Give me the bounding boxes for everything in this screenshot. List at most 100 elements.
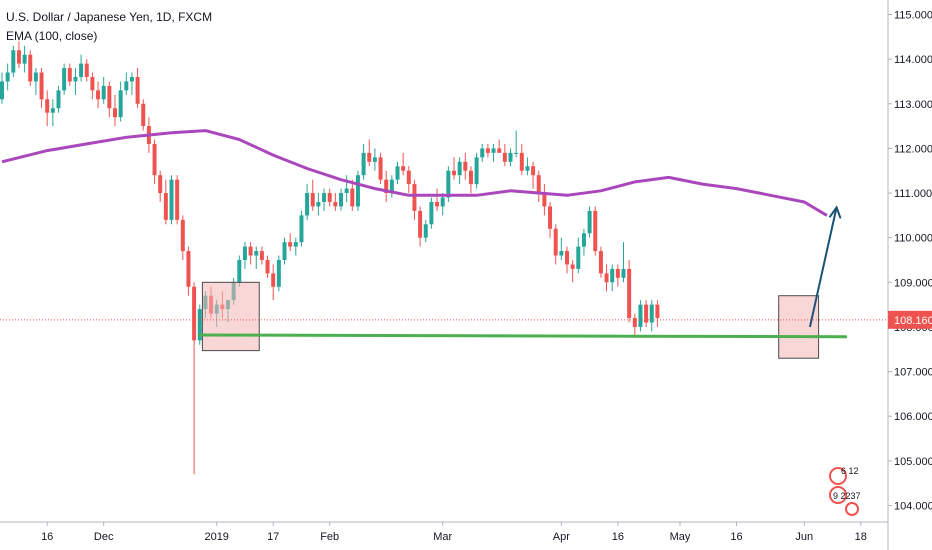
- candle[interactable]: [485, 143, 490, 158]
- candle[interactable]: [67, 63, 72, 86]
- candle[interactable]: [101, 76, 106, 104]
- candle[interactable]: [395, 161, 400, 185]
- candle[interactable]: [581, 228, 586, 256]
- candle[interactable]: [299, 210, 304, 247]
- candle[interactable]: [50, 99, 55, 127]
- candle[interactable]: [16, 41, 21, 69]
- candle[interactable]: [468, 166, 473, 194]
- candle[interactable]: [242, 242, 247, 269]
- candle[interactable]: [113, 94, 117, 127]
- candle[interactable]: [412, 179, 417, 220]
- candle[interactable]: [463, 152, 468, 180]
- projection-arrow[interactable]: [808, 207, 838, 328]
- candle[interactable]: [0, 72, 4, 104]
- candle[interactable]: [355, 170, 360, 211]
- highlight-box[interactable]: [201, 281, 260, 352]
- candle[interactable]: [129, 72, 134, 95]
- candle[interactable]: [565, 246, 569, 274]
- candle[interactable]: [508, 148, 513, 167]
- candle[interactable]: [33, 68, 38, 95]
- candle[interactable]: [135, 68, 140, 109]
- candle[interactable]: [536, 170, 541, 202]
- candle[interactable]: [491, 143, 496, 162]
- candle[interactable]: [378, 152, 383, 185]
- candle[interactable]: [197, 304, 202, 345]
- candle[interactable]: [118, 81, 123, 122]
- candle[interactable]: [22, 45, 27, 73]
- candle[interactable]: [435, 188, 440, 211]
- candle[interactable]: [293, 237, 298, 256]
- candle[interactable]: [559, 237, 564, 260]
- candle[interactable]: [621, 242, 626, 283]
- candle[interactable]: [457, 157, 462, 185]
- candle[interactable]: [649, 300, 654, 332]
- price-axis[interactable]: 115.000 114.000 113.000 112.000 111.000 110.0…: [887, 0, 932, 550]
- candle[interactable]: [423, 219, 428, 243]
- candle[interactable]: [367, 139, 372, 167]
- candle[interactable]: [418, 206, 423, 247]
- candle[interactable]: [384, 170, 389, 202]
- candle[interactable]: [141, 99, 146, 131]
- candle[interactable]: [163, 179, 168, 225]
- candle[interactable]: [107, 81, 112, 118]
- candle[interactable]: [480, 143, 485, 162]
- candle[interactable]: [632, 313, 637, 336]
- candle[interactable]: [310, 179, 315, 211]
- candle[interactable]: [525, 157, 530, 176]
- candle[interactable]: [316, 193, 321, 216]
- candle[interactable]: [124, 72, 129, 95]
- candle[interactable]: [497, 139, 502, 153]
- candle[interactable]: [28, 50, 33, 86]
- candle[interactable]: [548, 201, 553, 238]
- candle[interactable]: [514, 130, 519, 158]
- candle[interactable]: [638, 300, 643, 332]
- candle[interactable]: [62, 63, 67, 95]
- candle[interactable]: [452, 157, 456, 180]
- candle[interactable]: [587, 206, 592, 238]
- candle[interactable]: [271, 264, 276, 301]
- candle[interactable]: [361, 143, 366, 180]
- candle[interactable]: [344, 175, 349, 202]
- candle[interactable]: [5, 63, 10, 91]
- candle[interactable]: [169, 175, 174, 225]
- candle[interactable]: [604, 264, 609, 292]
- candle[interactable]: [259, 246, 264, 265]
- candle[interactable]: [288, 233, 293, 252]
- candle[interactable]: [276, 255, 281, 292]
- candle[interactable]: [39, 68, 44, 109]
- candle[interactable]: [180, 215, 185, 260]
- candle[interactable]: [610, 264, 615, 292]
- candle[interactable]: [45, 90, 50, 127]
- candle[interactable]: [576, 237, 581, 274]
- candle[interactable]: [192, 282, 197, 475]
- candle[interactable]: [56, 85, 61, 113]
- candle[interactable]: [265, 255, 270, 278]
- candle[interactable]: [401, 152, 406, 176]
- candle[interactable]: [542, 184, 547, 216]
- candle[interactable]: [90, 72, 95, 100]
- candle[interactable]: [644, 300, 649, 327]
- candle[interactable]: [531, 161, 536, 189]
- candle[interactable]: [406, 166, 411, 194]
- candle[interactable]: [553, 224, 558, 265]
- candle[interactable]: [333, 193, 338, 211]
- candle[interactable]: [175, 175, 180, 225]
- candle[interactable]: [152, 139, 157, 185]
- candle[interactable]: [248, 242, 253, 265]
- candle[interactable]: [339, 188, 343, 211]
- support-line[interactable]: [199, 333, 847, 339]
- candle[interactable]: [429, 197, 434, 229]
- ema-line[interactable]: [1, 129, 828, 217]
- candle[interactable]: [73, 68, 78, 95]
- candle[interactable]: [158, 170, 163, 202]
- candle[interactable]: [237, 255, 242, 287]
- candle[interactable]: [11, 45, 16, 77]
- candle[interactable]: [502, 143, 507, 167]
- candle[interactable]: [322, 188, 327, 211]
- candle[interactable]: [96, 81, 101, 109]
- candle[interactable]: [350, 179, 355, 211]
- candle[interactable]: [570, 260, 575, 283]
- candle[interactable]: [655, 300, 660, 327]
- candle[interactable]: [474, 152, 479, 189]
